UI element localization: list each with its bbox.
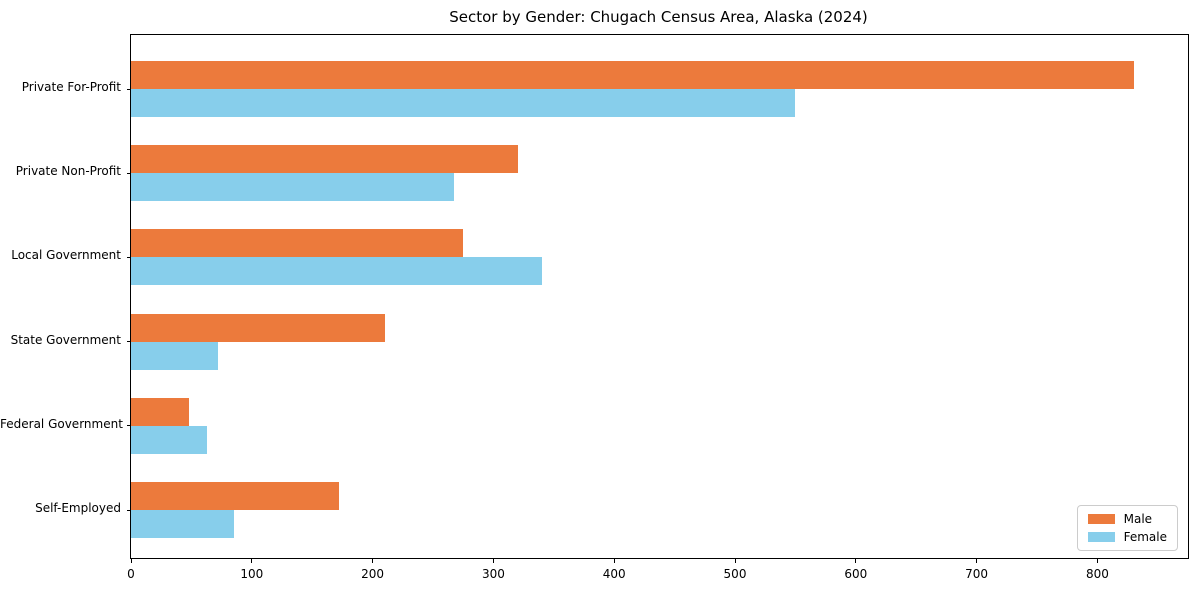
bar-male-federal-government <box>131 397 189 426</box>
bar-female-private-non-profit <box>131 173 454 202</box>
legend-item-male: Male <box>1087 512 1167 526</box>
y-category-label-local-government: Local Government <box>11 248 121 263</box>
bar-female-private-for-profit <box>131 89 796 117</box>
plot-area: Male Female 0 100 200 300 400 500 600 700 800 <box>127 34 1189 581</box>
y-tick-mark <box>127 88 131 90</box>
bar-male-private-non-profit <box>131 145 518 174</box>
bar-female-self-employed <box>131 510 234 538</box>
x-tick-mark <box>372 559 374 563</box>
x-tick-label-400: 400 <box>602 567 626 581</box>
y-tick-mark <box>127 425 131 427</box>
legend-label-female: Female <box>1123 530 1167 544</box>
male-swatch <box>1087 514 1115 524</box>
y-category-label-private-for-profit: Private For-Profit <box>21 80 121 94</box>
bar-male-local-government <box>131 229 464 258</box>
female-swatch <box>1087 532 1115 542</box>
x-tick-label-0: 0 <box>127 567 135 581</box>
x-tick-mark <box>976 559 978 563</box>
x-tick-label-800: 800 <box>1085 567 1109 581</box>
x-tick-label-700: 700 <box>965 567 989 581</box>
x-tick-label-100: 100 <box>240 567 264 581</box>
legend: Male Female <box>1076 505 1178 551</box>
y-tick-mark <box>127 256 131 258</box>
x-tick-label-300: 300 <box>481 567 505 581</box>
x-tick-label-200: 200 <box>361 567 385 581</box>
y-tick-mark <box>127 341 131 343</box>
bar-male-self-employed <box>131 482 339 510</box>
x-tick-mark <box>855 559 857 563</box>
x-tick-mark <box>251 559 253 563</box>
bar-male-state-government <box>131 313 385 342</box>
y-tick-mark <box>127 172 131 174</box>
x-tick-label-500: 500 <box>723 567 747 581</box>
y-category-label-state-government: State Government <box>10 332 121 347</box>
legend-item-female: Female <box>1087 530 1167 544</box>
y-category-label-private-non-profit: Private Non-Profit <box>15 164 121 179</box>
y-tick-mark <box>127 509 131 511</box>
legend-label-male: Male <box>1123 512 1153 526</box>
bar-female-state-government <box>131 341 218 370</box>
bar-female-federal-government <box>131 425 208 454</box>
chart-title: Sector by Gender: Chugach Census Area, A… <box>449 8 868 26</box>
x-tick-mark <box>613 559 615 563</box>
x-tick-mark <box>734 559 736 563</box>
x-tick-label-600: 600 <box>844 567 868 581</box>
x-tick-mark <box>1096 559 1098 563</box>
bar-male-private-for-profit <box>131 61 1134 89</box>
y-category-label-self-employed: Self-Employed <box>35 501 121 515</box>
y-category-label-federal-government: Federal Government <box>0 416 123 431</box>
bar-female-local-government <box>131 257 542 286</box>
x-tick-mark <box>130 559 132 563</box>
x-tick-mark <box>492 559 494 563</box>
